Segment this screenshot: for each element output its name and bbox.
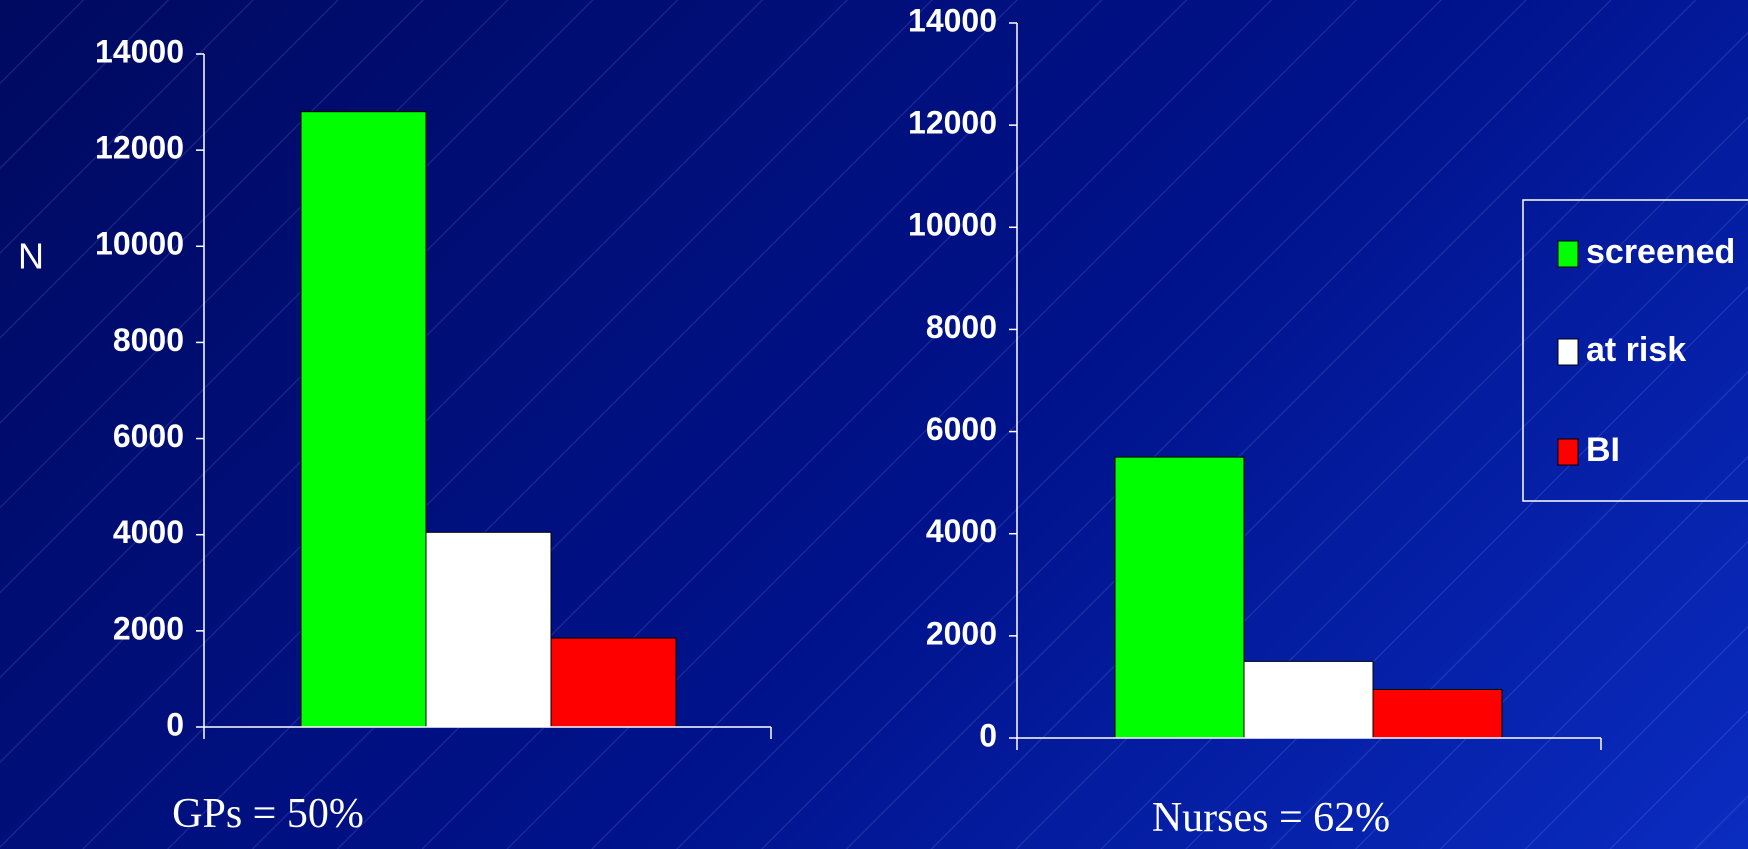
bar [1372,688,1503,739]
legend-swatch [1557,438,1579,466]
y-tick-label: 2000 [926,615,997,651]
y-tick-label: 12000 [95,130,184,166]
legend-box [1522,199,1748,502]
bar [1114,456,1245,739]
y-axis-label: N [18,236,44,277]
bar [550,637,677,728]
y-tick-label: 8000 [926,309,997,345]
bar [1243,660,1374,739]
legend-label: BI [1586,431,1620,469]
y-tick-label: 10000 [95,226,184,262]
y-tick-label: 10000 [908,207,997,243]
y-tick-label: 0 [979,717,997,753]
y-tick-label: 6000 [113,418,184,454]
y-tick-label: 6000 [926,411,997,447]
y-tick-label: 14000 [908,2,997,38]
legend-swatch [1557,240,1579,268]
y-tick-label: 2000 [113,610,184,646]
y-tick-label: 0 [166,706,184,742]
y-tick-label: 4000 [113,514,184,550]
legend-swatch [1557,338,1579,366]
y-tick-label: 8000 [113,322,184,358]
y-tick-label: 14000 [95,33,184,69]
legend-label: at risk [1586,331,1686,369]
x-axis-label: Nurses = 62% [1152,795,1390,841]
bar [300,111,427,728]
y-tick-label: 4000 [926,513,997,549]
y-tick-label: 12000 [908,105,997,141]
x-axis-label: GPs = 50% [172,791,364,837]
bar [425,531,552,728]
legend-label: screened [1586,233,1735,271]
